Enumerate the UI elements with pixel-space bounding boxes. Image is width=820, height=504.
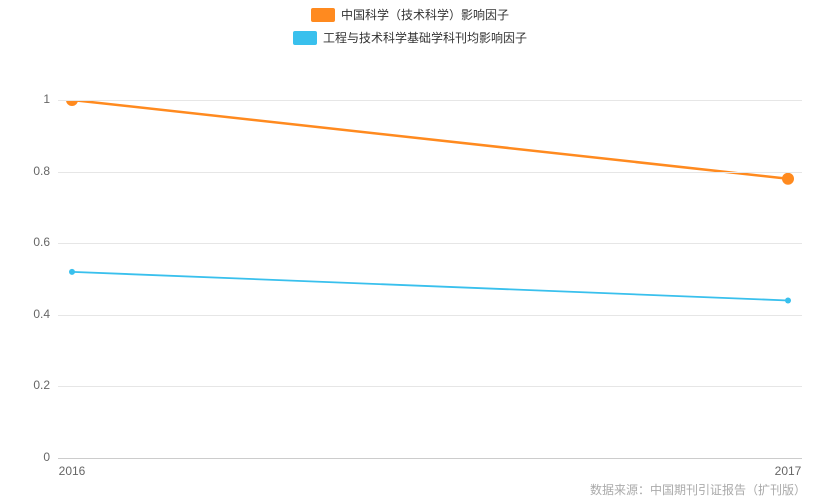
gridline xyxy=(58,386,802,387)
gridline xyxy=(58,315,802,316)
series-line-1[interactable] xyxy=(72,100,788,179)
plot-area: 00.20.40.60.8120162017 xyxy=(58,100,802,458)
chart-svg xyxy=(58,100,802,458)
legend: 中国科学（技术科学）影响因子 工程与技术科学基础学科刊均影响因子 xyxy=(0,6,820,46)
series-line-2[interactable] xyxy=(72,272,788,301)
gridline xyxy=(58,172,802,173)
legend-label-2: 工程与技术科学基础学科刊均影响因子 xyxy=(323,29,527,46)
x-axis-tick-label: 2016 xyxy=(59,464,86,478)
y-axis-tick-label: 0.6 xyxy=(10,235,50,249)
legend-item-series-1[interactable]: 中国科学（技术科学）影响因子 xyxy=(311,6,509,23)
gridline xyxy=(58,243,802,244)
legend-item-series-2[interactable]: 工程与技术科学基础学科刊均影响因子 xyxy=(293,29,527,46)
legend-label-1: 中国科学（技术科学）影响因子 xyxy=(341,6,509,23)
data-point[interactable] xyxy=(782,173,794,185)
y-axis-tick-label: 0.4 xyxy=(10,307,50,321)
data-point[interactable] xyxy=(69,269,75,275)
legend-swatch-2 xyxy=(293,31,317,45)
data-point[interactable] xyxy=(785,297,791,303)
y-axis-tick-label: 0.8 xyxy=(10,164,50,178)
legend-swatch-1 xyxy=(311,8,335,22)
y-axis-tick-label: 0.2 xyxy=(10,378,50,392)
gridline xyxy=(58,458,802,459)
x-axis-tick-label: 2017 xyxy=(775,464,802,478)
y-axis-tick-label: 1 xyxy=(10,92,50,106)
y-axis-tick-label: 0 xyxy=(10,450,50,464)
source-note: 数据来源：中国期刊引证报告（扩刊版） xyxy=(590,481,806,498)
gridline xyxy=(58,100,802,101)
